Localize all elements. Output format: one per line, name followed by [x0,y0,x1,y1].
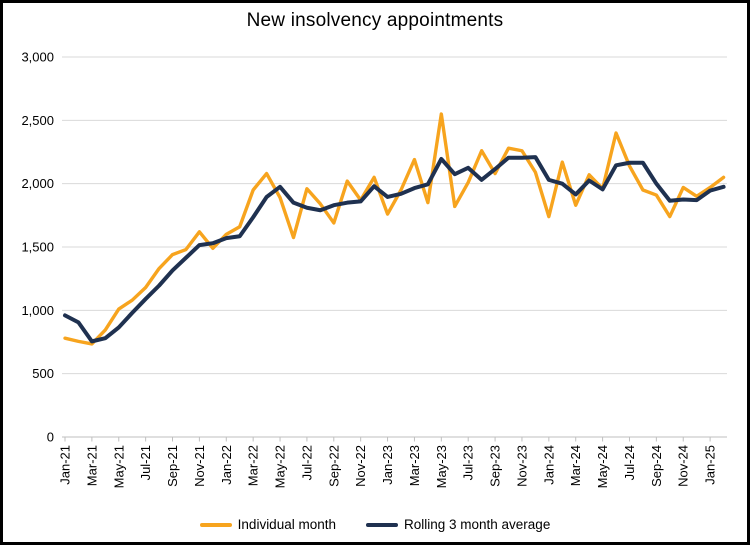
legend-item-individual-month: Individual month [199,517,336,532]
x-axis-label-Nov-22: Nov-22 [353,445,368,487]
x-axis-label-Nov-21: Nov-21 [192,445,207,487]
x-axis-label-May-24: May-24 [595,445,610,488]
y-axis-label-2,500: 2,500 [21,113,54,128]
y-axis-label-1,500: 1,500 [21,240,54,255]
x-axis-label-Jan-22: Jan-22 [219,445,234,485]
individual-month-line [63,112,726,346]
rolling-average-label: Rolling 3 month average [403,517,551,532]
y-axis-label-3,000: 3,000 [21,50,54,65]
x-axis-label-Nov-23: Nov-23 [514,445,529,487]
y-axis-label-0: 0 [47,430,54,445]
rolling-average-swatch [365,522,398,527]
x-axis-label-Jan-24: Jan-24 [541,445,556,485]
x-axis-label-Sep-24: Sep-24 [649,445,664,487]
x-axis-label-Nov-24: Nov-24 [676,445,691,487]
x-axis-label-Sep-23: Sep-23 [488,445,503,487]
x-axis-label-Sep-22: Sep-22 [326,445,341,487]
chart-title: New insolvency appointments [246,10,504,31]
x-axis-label-Mar-24: Mar-24 [568,445,583,486]
individual-month-label: Individual month [237,517,336,532]
x-axis-label-Jul-22: Jul-22 [299,445,314,480]
x-axis-label-Mar-21: Mar-21 [84,445,99,486]
x-axis-label-Mar-22: Mar-22 [246,445,261,486]
y-axis-label-500: 500 [32,366,54,381]
x-axis-label-Jan-21: Jan-21 [58,445,73,485]
x-axis-label-May-21: May-21 [111,445,126,488]
legend-item-rolling-average: Rolling 3 month average [365,517,551,532]
x-axis-label-Jan-25: Jan-25 [703,445,718,485]
x-axis-label-Jul-24: Jul-24 [622,445,637,480]
rolling-average-line [63,155,726,344]
x-axis-label-Sep-21: Sep-21 [165,445,180,487]
x-axis-label-Jul-23: Jul-23 [461,445,476,480]
individual-month-swatch [199,522,232,527]
x-axis-label-May-23: May-23 [434,445,449,488]
y-axis-label-2,000: 2,000 [21,176,54,191]
y-axis-label-1,000: 1,000 [21,303,54,318]
x-axis-label-Mar-23: Mar-23 [407,445,422,486]
x-axis-label-Jan-23: Jan-23 [380,445,395,485]
x-axis-label-Jul-21: Jul-21 [138,445,153,480]
x-axis-label-May-22: May-22 [273,445,288,488]
chart-legend: Individual month Rolling 3 month average [0,517,750,532]
